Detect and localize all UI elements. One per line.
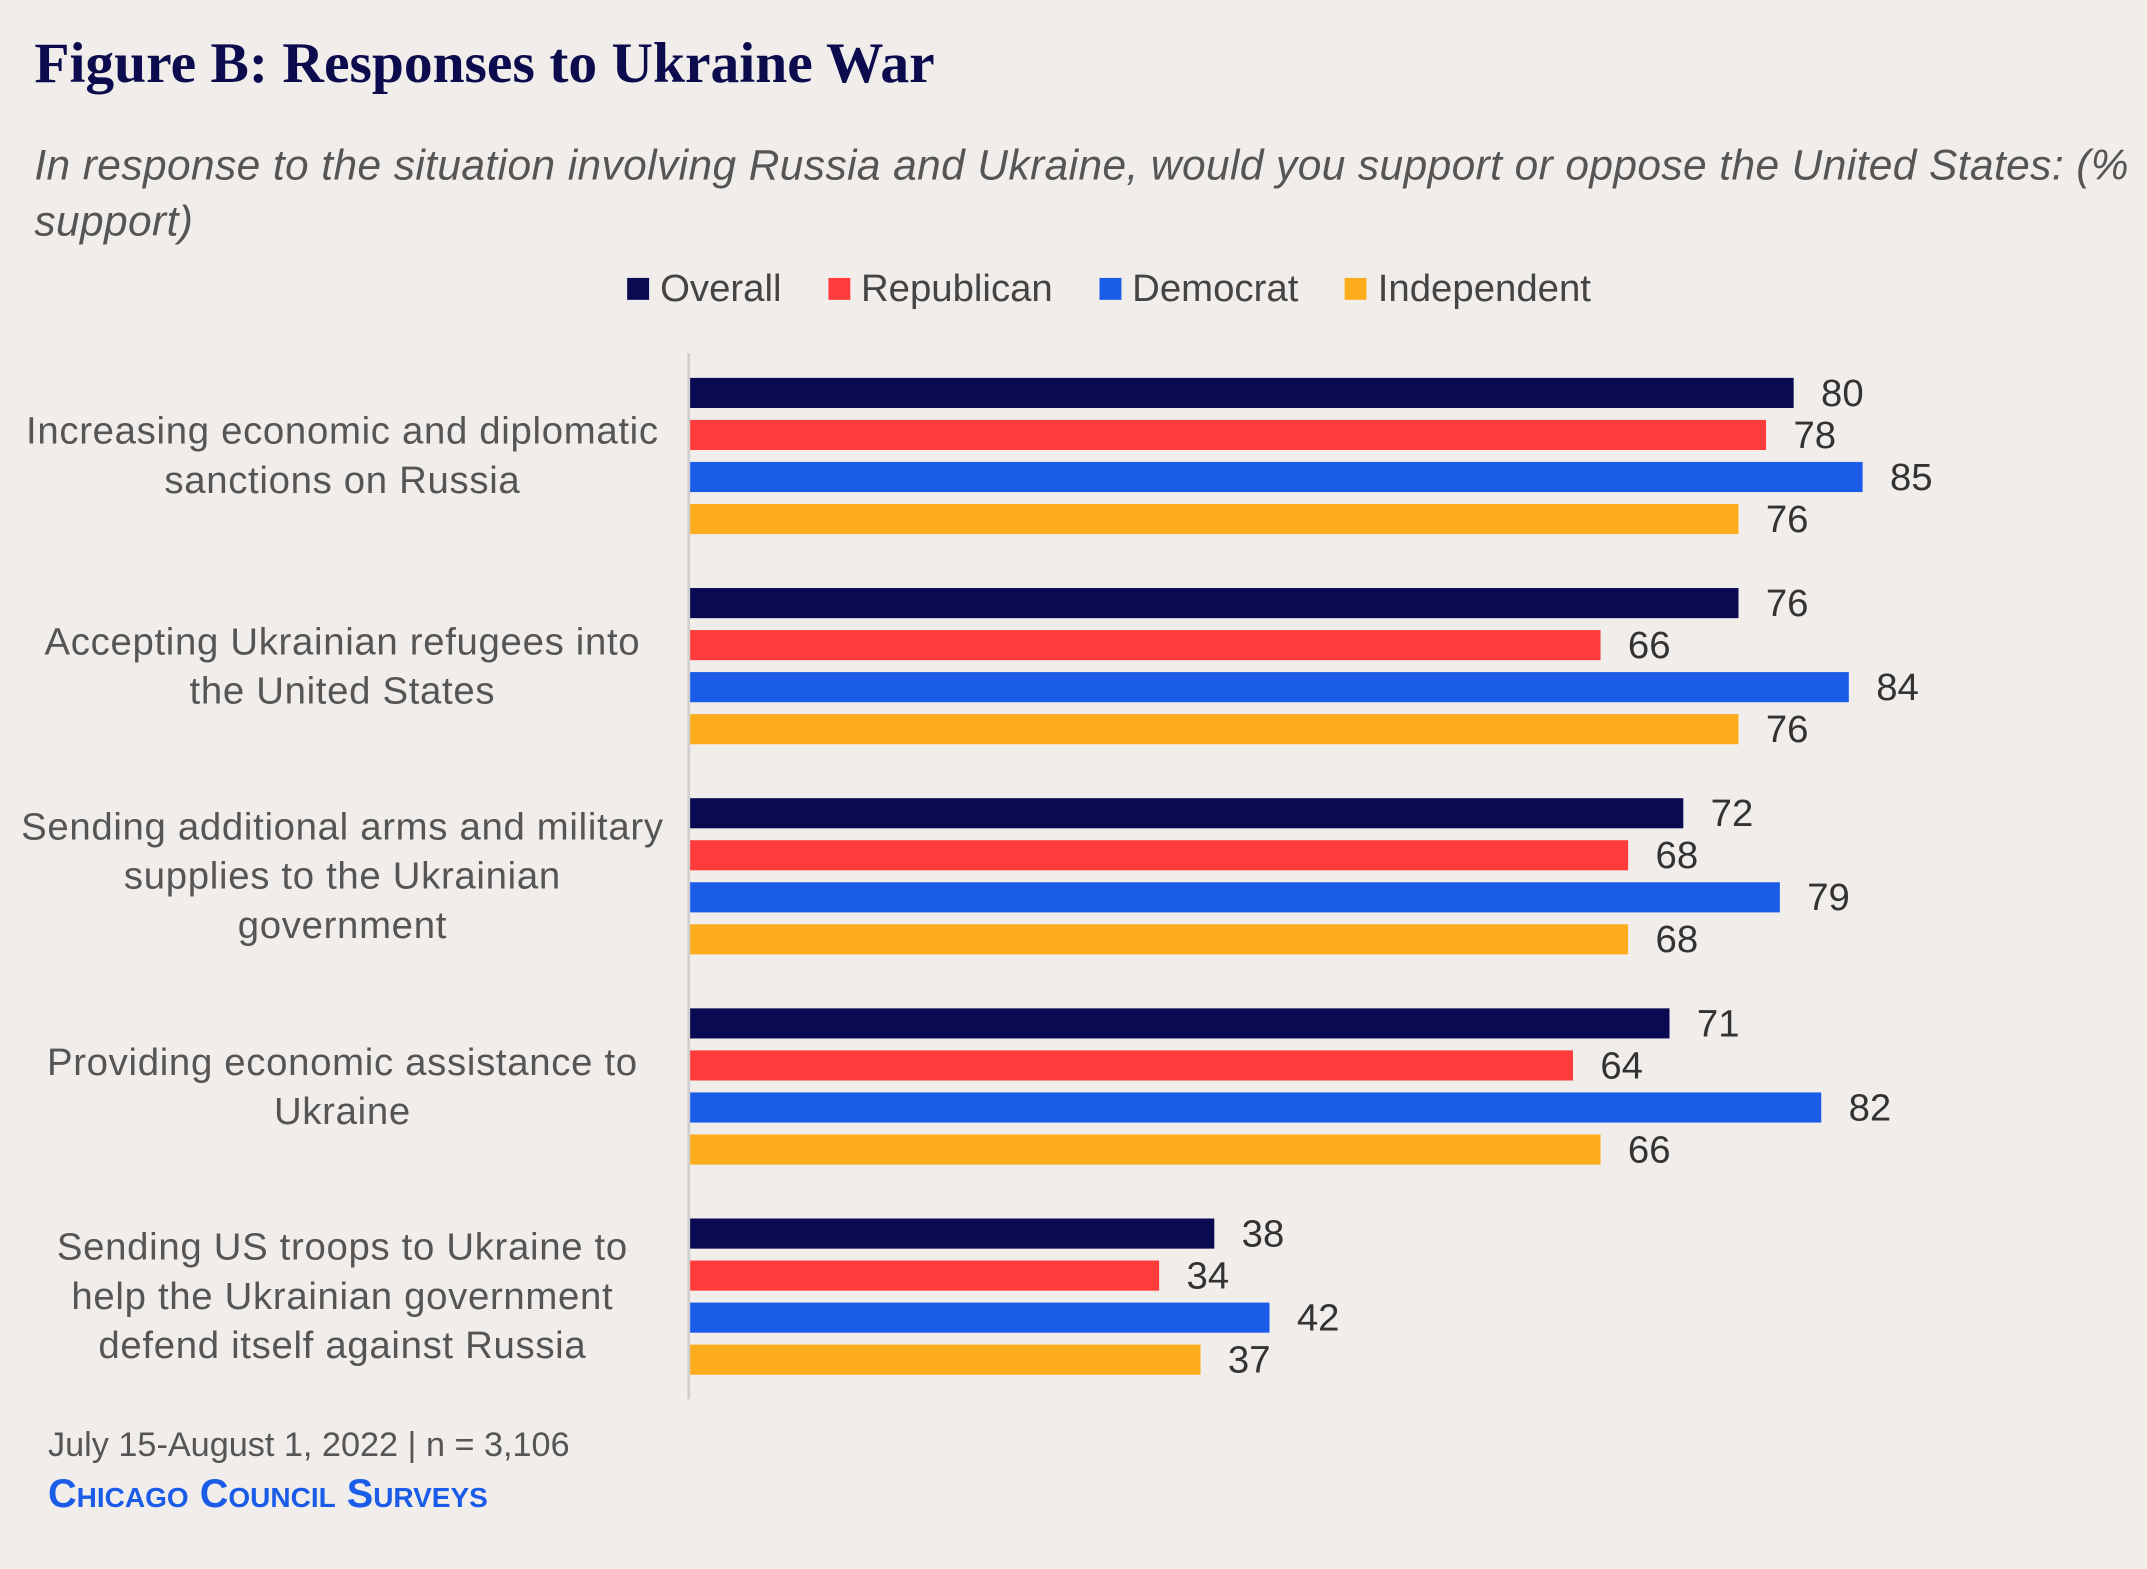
legend-swatch	[1099, 277, 1122, 300]
category-label-box: Providing economic assistance to Ukraine	[46, 1039, 638, 1132]
value-label: 78	[1793, 414, 1836, 457]
value-label: 68	[1656, 918, 1699, 961]
source: Chicago Council Surveys	[48, 1472, 488, 1516]
legend-label: Independent	[1377, 266, 1591, 310]
value-label: 66	[1628, 1128, 1671, 1171]
bar	[690, 672, 1849, 703]
category-label: Accepting Ukrainian refugees into the Un…	[44, 619, 641, 712]
category-label-box: Sending additional arms and military sup…	[21, 805, 664, 947]
legend-swatch	[1344, 277, 1367, 300]
category-label: Providing economic assistance to Ukraine	[46, 1039, 638, 1132]
category-label-box: Increasing economic and diplomatic sanct…	[26, 409, 659, 502]
legend-item: Republican	[828, 267, 1053, 311]
value-label: 76	[1766, 582, 1809, 625]
footnote: July 15-August 1, 2022 | n = 3,106	[48, 1426, 570, 1464]
chart-subtitle: In response to the situation involving R…	[34, 141, 2129, 246]
bar	[690, 1092, 1822, 1123]
value-label: 68	[1656, 834, 1699, 877]
value-label: 71	[1697, 1002, 1740, 1045]
subtitle-box: In response to the situation involving R…	[34, 141, 2129, 246]
value-label: 76	[1766, 498, 1809, 541]
chart-title: Figure B: Responses to Ukraine War	[34, 32, 934, 95]
category-label-box: Accepting Ukrainian refugees into the Un…	[44, 619, 641, 712]
bar	[690, 419, 1767, 451]
category-label: Sending additional arms and military sup…	[21, 805, 664, 947]
value-label: 80	[1821, 372, 1864, 415]
value-label: 37	[1228, 1339, 1271, 1382]
bar	[690, 461, 1863, 493]
bar	[690, 1302, 1270, 1333]
legend: Overall Republican Democrat Independent	[0, 267, 2147, 311]
value-label: 85	[1890, 456, 1933, 499]
legend-label: Democrat	[1132, 266, 1299, 310]
bar	[690, 377, 1794, 408]
bar	[690, 840, 1629, 871]
legend-box: Overall Republican Democrat Independent	[0, 267, 2147, 311]
bar	[690, 882, 1780, 913]
legend-swatch	[828, 277, 850, 300]
value-label: 34	[1187, 1254, 1230, 1297]
bar	[690, 1218, 1215, 1249]
legend-item: Democrat	[1099, 267, 1298, 311]
category-label-box: Sending US troops to Ukraine to help the…	[56, 1225, 628, 1367]
value-label: 42	[1297, 1296, 1340, 1339]
category-label: Sending US troops to Ukraine to help the…	[56, 1225, 628, 1367]
legend-label: Republican	[860, 266, 1053, 310]
legend-item: Overall	[627, 266, 782, 311]
bar	[690, 924, 1629, 955]
bar	[690, 1344, 1201, 1375]
value-label: 82	[1849, 1086, 1892, 1129]
bar	[690, 503, 1739, 535]
legend-label: Overall	[660, 266, 782, 310]
legend-swatch	[627, 277, 650, 300]
value-label: 76	[1766, 708, 1809, 751]
legend-item: Independent	[1344, 266, 1591, 311]
value-label: 84	[1876, 666, 1919, 709]
bar	[690, 1008, 1670, 1039]
value-label: 64	[1600, 1044, 1643, 1087]
bar	[690, 630, 1601, 661]
bar	[690, 588, 1739, 619]
bar	[690, 714, 1739, 745]
value-label: 79	[1807, 876, 1850, 919]
bar	[690, 798, 1684, 829]
bar	[690, 1050, 1573, 1081]
value-label: 66	[1628, 624, 1671, 667]
value-label: 72	[1711, 792, 1754, 835]
category-label: Increasing economic and diplomatic sanct…	[26, 409, 659, 502]
bar	[690, 1134, 1601, 1165]
bar	[690, 1260, 1160, 1291]
value-label: 38	[1242, 1212, 1285, 1255]
